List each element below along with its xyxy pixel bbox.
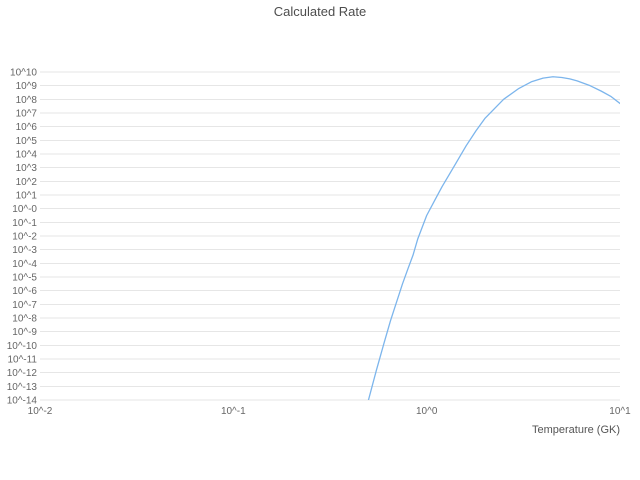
rate-curve (367, 76, 620, 400)
y-tick-label: 10^-12 (7, 368, 38, 379)
y-tick-label: 10^-0 (12, 204, 37, 215)
y-tick-label: 10^-8 (12, 314, 37, 325)
y-tick-label: 10^2 (16, 177, 38, 188)
y-tick-label: 10^-1 (12, 218, 37, 229)
y-tick-label: 10^-7 (12, 300, 37, 311)
y-tick-label: 10^8 (16, 95, 38, 106)
x-axis-title: Temperature (GK) (532, 424, 620, 436)
y-tick-label: 10^4 (16, 150, 38, 161)
y-tick-label: 10^-4 (12, 259, 37, 270)
x-tick-label: 10^1 (609, 406, 631, 417)
gridlines (40, 71, 620, 401)
y-tick-label: 10^-5 (12, 273, 37, 284)
y-tick-label: 10^9 (16, 81, 38, 92)
y-tick-label: 10^10 (10, 68, 37, 79)
x-tick-label: 10^0 (416, 406, 438, 417)
y-tick-label: 10^-13 (7, 382, 38, 393)
y-tick-label: 10^-3 (12, 245, 37, 256)
chart-title: Calculated Rate (274, 4, 367, 19)
y-tick-label: 10^-2 (12, 232, 37, 243)
y-tick-label: 10^1 (16, 191, 38, 202)
y-tick-label: 10^7 (16, 109, 38, 120)
y-tick-label: 10^3 (16, 163, 38, 174)
x-axis-tick-labels: 10^-2 10^-1 10^0 10^1 (28, 406, 631, 417)
y-axis-tick-labels: 10^10 10^9 10^8 10^7 10^6 10^5 10^4 10^3 10^2 10^… (7, 68, 38, 407)
y-tick-label: 10^-14 (7, 396, 38, 407)
y-tick-label: 10^-10 (7, 341, 38, 352)
y-tick-label: 10^5 (16, 136, 38, 147)
x-tick-label: 10^-2 (28, 406, 53, 417)
x-tick-label: 10^-1 (221, 406, 246, 417)
y-tick-label: 10^6 (16, 122, 38, 133)
y-tick-label: 10^-11 (7, 355, 37, 366)
y-tick-label: 10^-6 (12, 286, 37, 297)
y-tick-label: 10^-9 (12, 327, 37, 338)
